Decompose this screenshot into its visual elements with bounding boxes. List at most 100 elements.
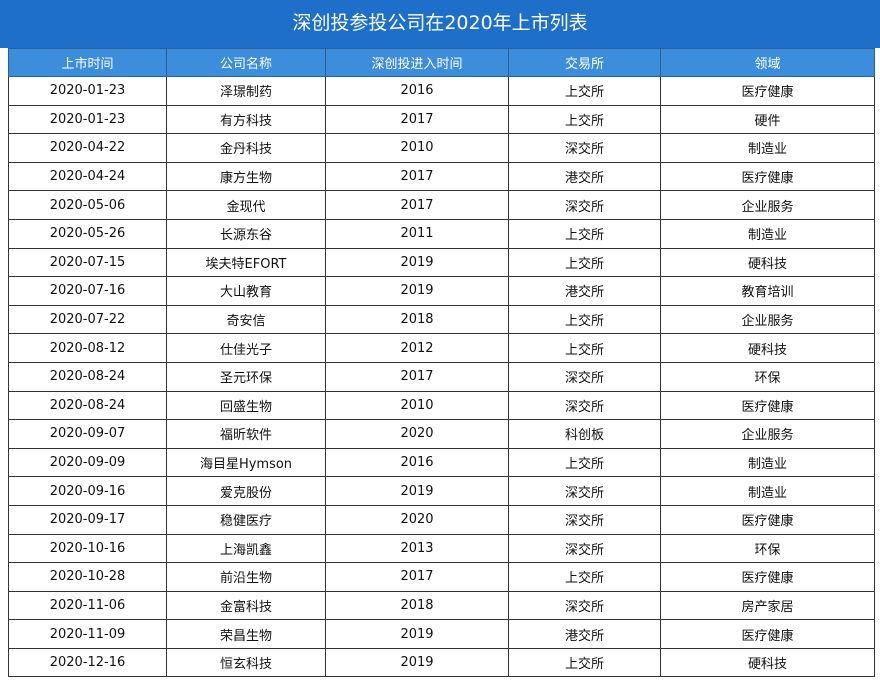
table-cell: 大山教育 <box>166 276 326 306</box>
table-cell: 2016 <box>325 76 509 106</box>
table-cell: 环保 <box>660 533 875 564</box>
table-cell: 爱克股份 <box>166 476 326 506</box>
table-cell: 2017 <box>325 361 509 392</box>
table-cell: 2019 <box>325 476 509 506</box>
table-cell: 上交所 <box>508 218 661 249</box>
table-cell: 上交所 <box>508 304 661 335</box>
table-cell: 制造业 <box>660 476 875 506</box>
table-row: 2020-05-26 长源东谷 2011 上交所 制造业 <box>8 218 875 249</box>
table-cell: 2020-12-16 <box>8 647 167 678</box>
table-cell: 深交所 <box>508 590 661 621</box>
table-cell: 2020-01-23 <box>8 76 167 106</box>
table-cell: 制造业 <box>660 218 875 249</box>
table-cell: 医疗健康 <box>660 161 875 192</box>
table-cell: 圣元环保 <box>166 361 326 392</box>
table-row: 2020-10-28 前沿生物 2017 上交所 医疗健康 <box>8 562 875 592</box>
table-cell: 金丹科技 <box>166 133 326 163</box>
table-cell: 科创板 <box>508 419 661 449</box>
table-row: 2020-11-09 荣昌生物 2019 港交所 医疗健康 <box>8 619 875 649</box>
table-cell: 2020-09-16 <box>8 476 167 506</box>
table-row: 2020-10-16 上海凯鑫 2013 深交所 环保 <box>8 533 875 564</box>
table-cell: 2020-11-09 <box>8 619 167 649</box>
table-cell: 恒玄科技 <box>166 647 326 678</box>
table-cell: 2020-08-24 <box>8 390 167 421</box>
table-cell: 深交所 <box>508 361 661 392</box>
page-title: 深创投参投公司在2020年上市列表 <box>0 0 880 48</box>
table-cell: 金现代 <box>166 190 326 220</box>
column-header: 交易所 <box>508 48 661 77</box>
table-cell: 2020-08-24 <box>8 361 167 392</box>
column-header: 公司名称 <box>166 48 326 77</box>
table-cell: 企业服务 <box>660 190 875 220</box>
table-cell: 2020-11-06 <box>8 590 167 621</box>
table-cell: 2020-10-28 <box>8 562 167 592</box>
table-cell: 仕佳光子 <box>166 333 326 363</box>
table-cell: 埃夫特EFORT <box>166 247 326 278</box>
table-cell: 港交所 <box>508 161 661 192</box>
table-cell: 海目星Hymson <box>166 447 326 478</box>
table-cell: 上交所 <box>508 447 661 478</box>
table-cell: 深交所 <box>508 133 661 163</box>
table-row: 2020-01-23 有方科技 2017 上交所 硬件 <box>8 104 875 135</box>
table-body: 2020-01-23 泽璟制药 2016 上交所 医疗健康 2020-01-23 有方科技 2… <box>8 76 875 678</box>
table-cell: 2018 <box>325 304 509 335</box>
table-cell: 环保 <box>660 361 875 392</box>
header-row: 上市时间 公司名称 深创投进入时间 交易所 领域 <box>8 48 875 77</box>
table-row: 2020-07-16 大山教育 2019 港交所 教育培训 <box>8 276 875 306</box>
table-cell: 2017 <box>325 161 509 192</box>
table-cell: 2020 <box>325 504 509 535</box>
table-cell: 2019 <box>325 247 509 278</box>
column-header: 领域 <box>660 48 875 77</box>
table-cell: 房产家居 <box>660 590 875 621</box>
table-cell: 硬科技 <box>660 333 875 363</box>
table-cell: 2017 <box>325 104 509 135</box>
table-cell: 上交所 <box>508 76 661 106</box>
table-cell: 康方生物 <box>166 161 326 192</box>
table-cell: 2010 <box>325 133 509 163</box>
table-cell: 2020-05-06 <box>8 190 167 220</box>
table-cell: 2016 <box>325 447 509 478</box>
table-cell: 制造业 <box>660 133 875 163</box>
table-cell: 深交所 <box>508 504 661 535</box>
table-cell: 教育培训 <box>660 276 875 306</box>
table-cell: 2010 <box>325 390 509 421</box>
table-row: 2020-09-17 稳健医疗 2020 深交所 医疗健康 <box>8 504 875 535</box>
table-cell: 2019 <box>325 619 509 649</box>
table-cell: 医疗健康 <box>660 76 875 106</box>
table-cell: 2018 <box>325 590 509 621</box>
table-cell: 2020-09-17 <box>8 504 167 535</box>
table-cell: 2011 <box>325 218 509 249</box>
table-cell: 2020-07-15 <box>8 247 167 278</box>
column-header: 深创投进入时间 <box>325 48 509 77</box>
table-cell: 长源东谷 <box>166 218 326 249</box>
table-cell: 硬科技 <box>660 647 875 678</box>
table-row: 2020-07-15 埃夫特EFORT 2019 上交所 硬科技 <box>8 247 875 278</box>
table-row: 2020-05-06 金现代 2017 深交所 企业服务 <box>8 190 875 220</box>
table-cell: 企业服务 <box>660 419 875 449</box>
table-cell: 医疗健康 <box>660 619 875 649</box>
table-cell: 硬件 <box>660 104 875 135</box>
table-cell: 制造业 <box>660 447 875 478</box>
table-cell: 2020-09-07 <box>8 419 167 449</box>
table-cell: 上海凯鑫 <box>166 533 326 564</box>
data-table: 上市时间 公司名称 深创投进入时间 交易所 领域 2020-01-23 泽璟制药 2016 上… <box>8 48 875 678</box>
table-cell: 福昕软件 <box>166 419 326 449</box>
table-cell: 2020-04-24 <box>8 161 167 192</box>
table-cell: 深交所 <box>508 390 661 421</box>
table-row: 2020-07-22 奇安信 2018 上交所 企业服务 <box>8 304 875 335</box>
table-cell: 深交所 <box>508 190 661 220</box>
table-cell: 回盛生物 <box>166 390 326 421</box>
table-row: 2020-11-06 金富科技 2018 深交所 房产家居 <box>8 590 875 621</box>
table-cell: 2019 <box>325 276 509 306</box>
table-cell: 2020-07-22 <box>8 304 167 335</box>
table-row: 2020-01-23 泽璟制药 2016 上交所 医疗健康 <box>8 76 875 106</box>
table-row: 2020-04-22 金丹科技 2010 深交所 制造业 <box>8 133 875 163</box>
table-cell: 港交所 <box>508 276 661 306</box>
table-cell: 2020-04-22 <box>8 133 167 163</box>
table-cell: 泽璟制药 <box>166 76 326 106</box>
table-cell: 2012 <box>325 333 509 363</box>
table-row: 2020-09-09 海目星Hymson 2016 上交所 制造业 <box>8 447 875 478</box>
table-row: 2020-08-24 回盛生物 2010 深交所 医疗健康 <box>8 390 875 421</box>
table-cell: 2020-10-16 <box>8 533 167 564</box>
